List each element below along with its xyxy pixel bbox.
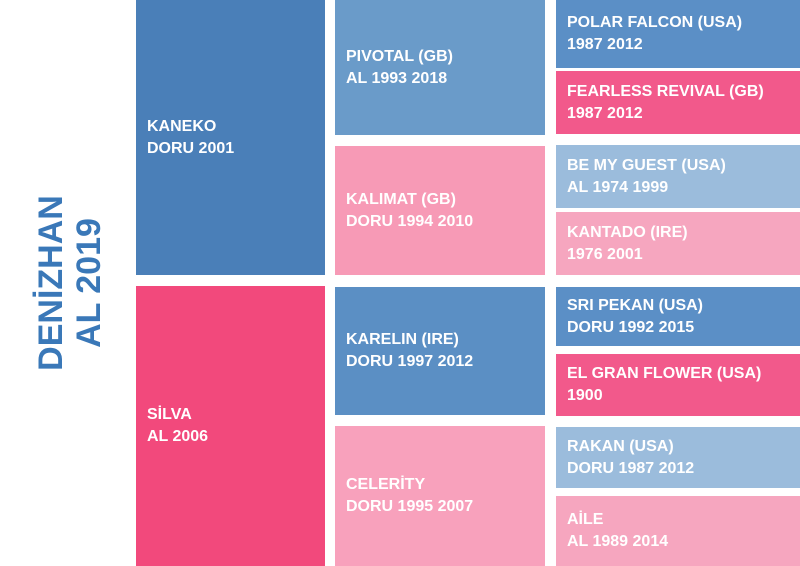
ancestor-detail: AL 2006 bbox=[147, 428, 209, 445]
ancestor-box: KALIMAT (GB) DORU 1994 2010 bbox=[335, 146, 545, 275]
ancestor-box: POLAR FALCON (USA) 1987 2012 bbox=[556, 0, 800, 68]
ancestor-detail: AL 1974 1999 bbox=[567, 178, 669, 196]
ancestor-detail: 1987 2012 bbox=[567, 104, 643, 122]
ancestor-name: KALIMAT (GB) bbox=[346, 190, 456, 208]
ancestor-name: PIVOTAL (GB) bbox=[346, 47, 453, 65]
ancestor-box: SRI PEKAN (USA) DORU 1992 2015 bbox=[556, 287, 800, 346]
horse-detail: AL 2019 bbox=[70, 218, 108, 348]
ancestor-box: AİLE AL 1989 2014 bbox=[556, 496, 800, 566]
ancestor-detail: DORU 1997 2012 bbox=[346, 353, 474, 370]
horse-name: DENİZHAN bbox=[32, 195, 70, 371]
ancestor-detail: 1900 bbox=[567, 387, 603, 404]
ancestor-name: KANTADO (IRE) bbox=[567, 223, 688, 241]
ancestor-detail: DORU 1992 2015 bbox=[567, 318, 695, 336]
ancestor-name: KANEKO bbox=[147, 117, 217, 135]
ancestor-name: SRI PEKAN (USA) bbox=[567, 296, 704, 314]
ancestor-name: AİLE bbox=[567, 511, 604, 528]
ancestor-box: KANTADO (IRE) 1976 2001 bbox=[556, 212, 800, 275]
ancestor-name: KARELIN (IRE) bbox=[346, 331, 459, 348]
ancestor-detail: 1987 2012 bbox=[567, 36, 643, 53]
ancestor-box: CELERİTY DORU 1995 2007 bbox=[335, 426, 545, 566]
ancestor-name: CELERİTY bbox=[346, 476, 426, 493]
ancestor-name: BE MY GUEST (USA) bbox=[567, 156, 726, 174]
ancestor-box: EL GRAN FLOWER (USA) 1900 bbox=[556, 354, 800, 416]
ancestor-box: KANEKO DORU 2001 bbox=[136, 0, 325, 275]
ancestor-detail: 1976 2001 bbox=[567, 245, 643, 263]
ancestor-name: FEARLESS REVIVAL (GB) bbox=[567, 82, 764, 100]
ancestor-name: POLAR FALCON (USA) bbox=[567, 14, 743, 31]
ancestor-detail: DORU 1987 2012 bbox=[567, 459, 695, 477]
ancestor-detail: AL 1989 2014 bbox=[567, 533, 669, 550]
ancestor-box: RAKAN (USA) DORU 1987 2012 bbox=[556, 427, 800, 488]
ancestor-box: FEARLESS REVIVAL (GB) 1987 2012 bbox=[556, 71, 800, 134]
ancestor-name: EL GRAN FLOWER (USA) bbox=[567, 365, 762, 382]
ancestor-box: PIVOTAL (GB) AL 1993 2018 bbox=[335, 0, 545, 135]
ancestor-detail: AL 1993 2018 bbox=[346, 69, 448, 87]
ancestor-detail: DORU 2001 bbox=[147, 139, 235, 157]
ancestor-name: RAKAN (USA) bbox=[567, 437, 674, 455]
ancestor-detail: DORU 1995 2007 bbox=[346, 498, 474, 515]
ancestor-box: BE MY GUEST (USA) AL 1974 1999 bbox=[556, 145, 800, 208]
ancestor-box: KARELIN (IRE) DORU 1997 2012 bbox=[335, 287, 545, 415]
horse-title: DENİZHAN AL 2019 bbox=[32, 195, 108, 371]
ancestor-detail: DORU 1994 2010 bbox=[346, 212, 474, 230]
ancestor-name: SİLVA bbox=[147, 406, 192, 423]
ancestor-box: SİLVA AL 2006 bbox=[136, 286, 325, 566]
